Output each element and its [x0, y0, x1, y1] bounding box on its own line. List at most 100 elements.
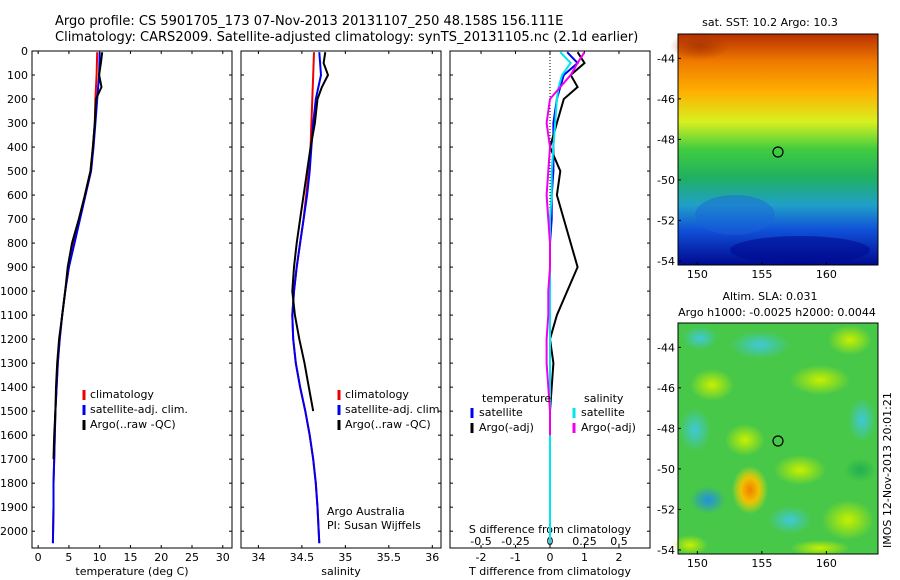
y-tick-label: 1100 [0, 309, 28, 322]
sst-cool-patch [695, 195, 775, 235]
x-axis-label: salinity [321, 565, 361, 578]
y-tick-label: 1300 [0, 357, 28, 370]
legend-label: satellite [581, 406, 625, 419]
map-y-tick-label: -54 [657, 544, 675, 557]
y-tick-label: 900 [7, 261, 28, 274]
y-tick-label: 1900 [0, 501, 28, 514]
map-y-tick-label: -46 [657, 382, 675, 395]
y-tick-label: 100 [7, 69, 28, 82]
sla-map-axes: -44 -46 -48 -50 -52 -54 150 155 160 [657, 341, 837, 570]
x-tick-label: 35 [338, 551, 352, 564]
sst-map-title: sat. SST: 10.2 Argo: 10.3 [702, 16, 838, 29]
legend-label: Argo(..raw -QC) [90, 418, 176, 431]
sla-argo-marker [772, 435, 784, 447]
y-tick-label: 600 [7, 189, 28, 202]
x-tick-label: 25 [185, 551, 199, 564]
sla-blob [672, 535, 708, 555]
x-tick-label-salinity: -0.5 [470, 535, 491, 548]
map-y-tick-label: -52 [657, 503, 675, 516]
sst-map-field [678, 34, 878, 265]
y-tick-label: 1000 [0, 285, 28, 298]
legend-label: Argo(-adj) [479, 421, 534, 434]
x-tick-label: 0 [35, 551, 42, 564]
y-tick-label: 1200 [0, 333, 28, 346]
map-y-tick-label: -44 [657, 341, 675, 354]
legend-title: temperature [482, 392, 551, 405]
legend-label: satellite-adj. clim. [345, 403, 443, 416]
sla-blob [768, 506, 812, 534]
map-x-tick-label: 155 [751, 557, 772, 570]
map-y-tick-label: -54 [657, 255, 675, 268]
difference-profile-panel: -2 -1 0 1 2T difference from climatology -0.5… [449, 50, 651, 578]
map-x-tick-label: 160 [816, 268, 837, 281]
map-y-tick-label: -50 [657, 463, 675, 476]
series-line [52, 52, 104, 460]
annotation-line: Argo Australia [327, 505, 405, 518]
series-line [291, 52, 330, 412]
map-y-tick-label: -46 [657, 93, 675, 106]
legend-label: climatology [345, 388, 409, 401]
x-tick-label: -2 [476, 551, 487, 564]
x-tick-label: 0 [547, 551, 554, 564]
figure-title-line2: Climatology: CARS2009. Satellite-adjuste… [55, 30, 638, 45]
x-tick-label: 5 [65, 551, 72, 564]
imos-watermark: IMOS 12-Nov-2013 20:01:21 [881, 392, 894, 548]
legend-label: Argo(-adj) [581, 421, 636, 434]
y-tick-label: 1600 [0, 429, 28, 442]
map-y-tick-label: -52 [657, 214, 675, 227]
legend-label: satellite-adj. clim. [90, 403, 188, 416]
x-tick-label: 34 [251, 551, 265, 564]
legend-label: Argo(..raw -QC) [345, 418, 431, 431]
x-tick-label: 1 [581, 551, 588, 564]
legend-label: climatology [90, 388, 154, 401]
sla-blob [848, 398, 876, 442]
annotation-line: PI: Susan Wijffels [327, 519, 421, 532]
y-tick-label: 500 [7, 165, 28, 178]
sla-blob [822, 500, 874, 540]
sla-map [672, 322, 879, 556]
x-tick-label: 35.5 [377, 551, 402, 564]
map-x-tick-label: 150 [687, 268, 708, 281]
y-tick-label: 200 [7, 93, 28, 106]
x-tick-label-salinity: 0.5 [610, 535, 628, 548]
map-x-tick-label: 155 [751, 268, 772, 281]
x-tick-label: 15 [123, 551, 137, 564]
sla-blob [725, 424, 765, 456]
x-tick-label: -1 [510, 551, 521, 564]
sla-map-subtitle: Argo h1000: -0.0025 h2000: 0.0044 [678, 306, 876, 319]
legend-label: satellite [479, 406, 523, 419]
x-axis-label: T difference from climatology [468, 565, 631, 578]
x-tick-label: 20 [154, 551, 168, 564]
sla-blob [732, 466, 768, 514]
sla-blob [682, 326, 718, 350]
sla-blob [790, 540, 850, 556]
sla-blob [679, 408, 711, 452]
sst-cold-patch [730, 236, 870, 264]
y-tick-label: 2000 [0, 525, 28, 538]
salinity-profile-panel: 34 34.5 35 35.5 36 salinity climatology satelli… [240, 50, 443, 578]
x-tick-label-salinity: -0.25 [501, 535, 529, 548]
x-tick-label-salinity: 0.25 [572, 535, 597, 548]
y-tick-label: 1800 [0, 477, 28, 490]
y-tick-label: 1500 [0, 405, 28, 418]
x-tick-label: 34.5 [290, 551, 315, 564]
plot-frame [240, 50, 442, 549]
x-axis-label: temperature (deg C) [75, 565, 188, 578]
sla-blob [790, 365, 850, 395]
temperature-profile-panel: 0100200300400500600700800900100011001200… [0, 45, 233, 578]
y-tick-label: 1700 [0, 453, 28, 466]
figure-title-line1: Argo profile: CS 5901705_173 07-Nov-2013… [55, 14, 563, 29]
map-y-tick-label: -48 [657, 422, 675, 435]
y-tick-label: 700 [7, 213, 28, 226]
sla-blob [690, 486, 726, 514]
series-line [545, 51, 586, 436]
series-line [548, 51, 586, 460]
sst-map [670, 32, 879, 266]
sst-argo-marker [772, 146, 784, 158]
map-y-tick-label: -48 [657, 133, 675, 146]
y-tick-label: 0 [21, 45, 28, 58]
y-tick-label: 800 [7, 237, 28, 250]
sla-blob [828, 325, 872, 355]
y-tick-label: 1400 [0, 381, 28, 394]
